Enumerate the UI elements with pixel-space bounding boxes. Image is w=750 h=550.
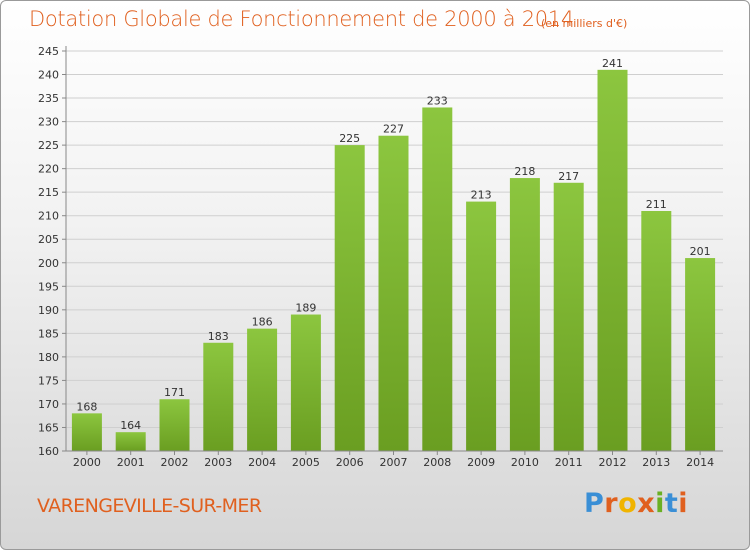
y-tick-label: 175 (38, 374, 59, 387)
y-tick-label: 170 (38, 398, 59, 411)
x-tick-label-2014: 2014 (686, 456, 714, 469)
y-tick-label: 245 (38, 45, 59, 58)
bar-2005[interactable] (290, 314, 321, 451)
data-label-2013: 211 (646, 198, 667, 211)
y-tick-label: 235 (38, 92, 59, 105)
x-tick-label-2008: 2008 (423, 456, 451, 469)
y-tick-label: 215 (38, 186, 59, 199)
data-label-2007: 227 (383, 123, 404, 136)
data-label-2003: 183 (208, 330, 229, 343)
bar-2008[interactable] (422, 107, 453, 452)
data-label-2008: 233 (427, 94, 448, 107)
data-label-2012: 241 (602, 57, 623, 70)
chart-title: Dotation Globale de Fonctionnement de 20… (29, 7, 574, 31)
logo-letter: o (618, 488, 638, 519)
bar-2000[interactable] (71, 413, 102, 451)
x-tick-label-2004: 2004 (248, 456, 276, 469)
bars: 168 164 171 183 186 189 225 227 233 213 218 217 241 2… (71, 57, 716, 452)
y-tick-label: 190 (38, 304, 59, 317)
data-label-2011: 217 (558, 170, 579, 183)
bar-2011[interactable] (553, 182, 584, 451)
x-tick-label-2011: 2011 (555, 456, 583, 469)
x-tick-label-2009: 2009 (467, 456, 495, 469)
x-tick-label-2010: 2010 (511, 456, 539, 469)
x-tick-label-2012: 2012 (599, 456, 627, 469)
proxiti-logo[interactable]: Proxiti (584, 488, 688, 519)
y-tick-label: 180 (38, 351, 59, 364)
logo-letter: t (664, 488, 679, 519)
y-tick-label: 220 (38, 163, 59, 176)
bar-2013[interactable] (641, 211, 672, 451)
data-label-2010: 218 (514, 165, 535, 178)
data-label-2014: 201 (690, 245, 711, 258)
y-tick-label: 185 (38, 327, 59, 340)
data-label-2002: 171 (164, 386, 185, 399)
logo-letter: r (604, 488, 619, 519)
axes: 160 165 170 175 180 185 190 195 200 205 210 215 220 2… (38, 45, 723, 469)
bar-2003[interactable] (203, 342, 234, 451)
bar-2006[interactable] (334, 145, 365, 451)
logo-letter: i (678, 488, 689, 519)
x-tick-label-2002: 2002 (161, 456, 189, 469)
bar-2009[interactable] (466, 201, 497, 451)
logo-letter: x (637, 488, 656, 519)
bar-2001[interactable] (115, 432, 146, 451)
bar-2002[interactable] (159, 399, 190, 451)
x-tick-label-2007: 2007 (380, 456, 408, 469)
data-label-2005: 189 (295, 302, 316, 315)
y-tick-label: 230 (38, 116, 59, 129)
y-tick-label: 200 (38, 257, 59, 270)
bar-2012[interactable] (597, 69, 628, 451)
data-label-2004: 186 (252, 316, 273, 329)
y-tick-label: 225 (38, 139, 59, 152)
data-label-2000: 168 (76, 400, 97, 413)
chart-subtitle: (en milliers d'€) (541, 17, 628, 30)
logo-letter: i (655, 488, 665, 519)
y-tick-label: 240 (38, 69, 59, 82)
x-tick-label-2005: 2005 (292, 456, 320, 469)
x-tick-label-2003: 2003 (204, 456, 232, 469)
data-label-2001: 164 (120, 419, 141, 432)
y-tick-label: 205 (38, 233, 59, 246)
y-tick-label: 195 (38, 280, 59, 293)
y-tick-label: 160 (38, 445, 59, 458)
x-tick-label-2006: 2006 (336, 456, 364, 469)
bar-2010[interactable] (509, 178, 540, 451)
x-tick-label-2013: 2013 (642, 456, 670, 469)
logo-letter: P (584, 488, 605, 519)
bar-2007[interactable] (378, 135, 409, 452)
x-tick-label-2001: 2001 (117, 456, 145, 469)
data-label-2006: 225 (339, 132, 360, 145)
bar-2014[interactable] (685, 258, 716, 451)
bar-2004[interactable] (247, 328, 278, 451)
town-name: VARENGEVILLE-SUR-MER (37, 495, 262, 517)
data-label-2009: 213 (471, 189, 492, 202)
x-tick-label-2000: 2000 (73, 456, 101, 469)
y-tick-label: 165 (38, 421, 59, 434)
y-tick-label: 210 (38, 210, 59, 223)
